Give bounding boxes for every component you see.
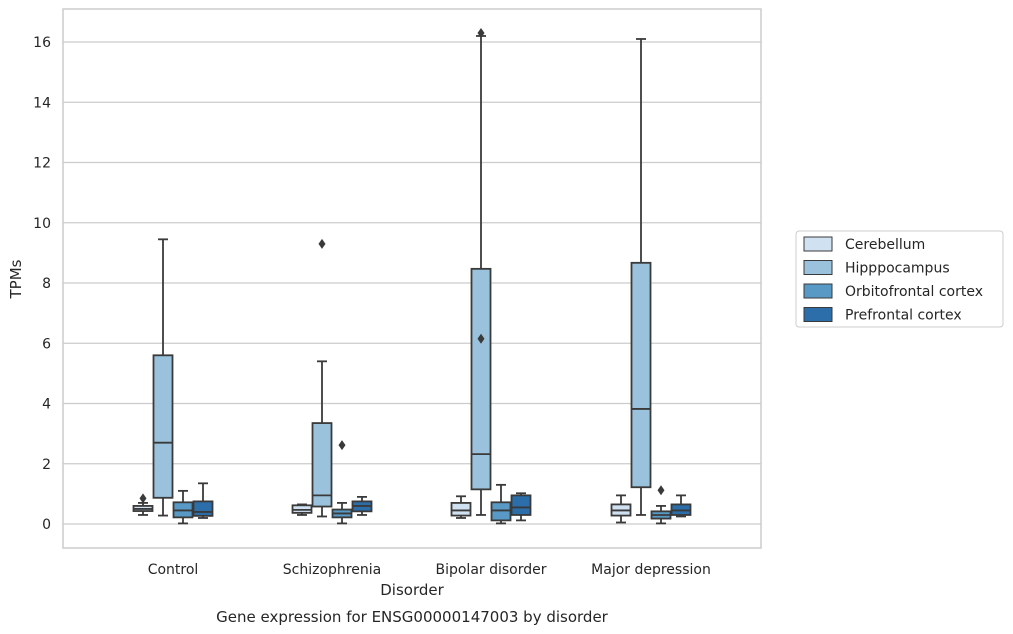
box-plot bbox=[192, 482, 214, 519]
box-plot bbox=[650, 485, 672, 525]
box-iqr bbox=[192, 500, 214, 517]
y-tick-label: 0 bbox=[42, 517, 51, 533]
y-tick-label: 2 bbox=[42, 457, 51, 473]
y-tick-label: 8 bbox=[42, 276, 51, 292]
legend: Cerebellum Hipppocampus Orbitofrontal cort… bbox=[795, 230, 1004, 328]
x-tick-label: Major depression bbox=[591, 562, 711, 578]
x-tick-label: Bipolar disorder bbox=[435, 562, 546, 578]
box-plot bbox=[470, 27, 492, 516]
outlier-point bbox=[318, 238, 326, 249]
box-plot bbox=[630, 38, 652, 516]
y-tick-label: 4 bbox=[42, 397, 51, 413]
y-tick-label: 10 bbox=[33, 216, 51, 232]
box-plot bbox=[450, 495, 472, 519]
chart-title: Gene expression for ENSG00000147003 by d… bbox=[216, 608, 609, 626]
legend-label: Hipppocampus bbox=[845, 261, 950, 277]
legend-label: Prefrontal cortex bbox=[845, 308, 962, 324]
legend-swatch bbox=[803, 283, 833, 299]
legend-label: Orbitofrontal cortex bbox=[845, 284, 983, 300]
box-iqr bbox=[450, 502, 472, 517]
box-plot bbox=[311, 238, 333, 518]
box-plot bbox=[510, 492, 532, 522]
y-tick-labels: 0 2 4 6 8 10 12 14 16 bbox=[33, 35, 51, 533]
gridlines bbox=[63, 41, 761, 525]
box-plot bbox=[351, 495, 373, 516]
outlier-point bbox=[477, 333, 485, 344]
x-tick-labels: Control Schizophrenia Bipolar disorder Majo… bbox=[148, 562, 711, 578]
box-iqr bbox=[630, 261, 652, 489]
box-plot bbox=[670, 494, 692, 518]
legend-swatch bbox=[803, 307, 833, 322]
box-plot bbox=[291, 503, 313, 516]
boxes bbox=[132, 27, 692, 525]
legend-label: Cerebellum bbox=[845, 237, 925, 253]
box-iqr bbox=[510, 494, 532, 516]
box-plot bbox=[610, 494, 632, 524]
legend-swatch bbox=[803, 236, 833, 252]
legend-swatch bbox=[803, 260, 833, 275]
outlier-point bbox=[477, 27, 485, 38]
box-plot bbox=[490, 483, 512, 525]
y-tick-label: 12 bbox=[33, 156, 51, 172]
outlier-point bbox=[139, 493, 147, 504]
legend-frame bbox=[795, 230, 1004, 328]
x-tick-label: Schizophrenia bbox=[283, 562, 381, 578]
x-axis-label: Disorder bbox=[380, 581, 444, 599]
box-plot bbox=[331, 440, 353, 525]
y-tick-label: 6 bbox=[42, 336, 51, 352]
outlier-point bbox=[338, 440, 346, 451]
outlier-point bbox=[657, 485, 665, 496]
box-plot bbox=[172, 489, 194, 525]
box-plot bbox=[152, 238, 174, 517]
y-axis-label: TPMs bbox=[7, 259, 25, 299]
box-iqr bbox=[490, 501, 512, 522]
box-iqr bbox=[470, 267, 492, 491]
box-iqr bbox=[152, 354, 174, 499]
box-iqr bbox=[311, 422, 333, 508]
x-tick-label: Control bbox=[148, 562, 199, 578]
plot-frame bbox=[62, 8, 762, 549]
y-tick-label: 14 bbox=[33, 95, 51, 111]
y-tick-label: 16 bbox=[33, 35, 51, 51]
box-plot bbox=[132, 493, 154, 516]
